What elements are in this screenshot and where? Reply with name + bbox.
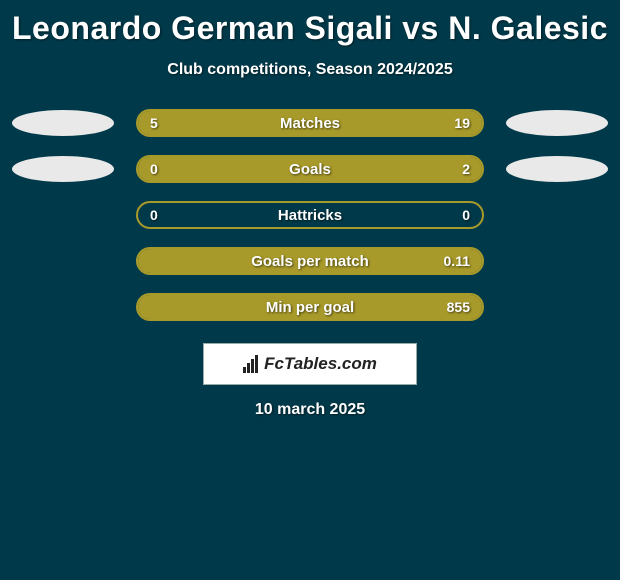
stat-left-value: 5 — [150, 115, 158, 131]
right-marker-ellipse — [506, 156, 608, 182]
stat-label: Hattricks — [278, 207, 342, 224]
stat-right-value: 855 — [447, 299, 470, 315]
left-marker-ellipse — [12, 110, 114, 136]
subtitle: Club competitions, Season 2024/2025 — [0, 61, 620, 79]
stat-row: 855 Min per goal — [0, 293, 620, 321]
stat-right-value: 0.11 — [444, 253, 470, 269]
stat-bar: 0 2 Goals — [136, 155, 484, 183]
stat-label: Matches — [280, 115, 340, 132]
bar-left-fill — [138, 111, 210, 135]
stat-bar: 5 19 Matches — [136, 109, 484, 137]
comparison-rows: 5 19 Matches 0 2 Goals 0 0 Hattricks 0.11 Goals pe… — [0, 109, 620, 321]
bar-chart-icon — [243, 355, 258, 373]
logo-text: FcTables.com — [264, 354, 377, 374]
stat-bar: 0 0 Hattricks — [136, 201, 484, 229]
page-title: Leonardo German Sigali vs N. Galesic — [0, 0, 620, 47]
stat-left-value: 0 — [150, 207, 158, 223]
site-logo: FcTables.com — [203, 343, 417, 385]
stat-right-value: 0 — [462, 207, 470, 223]
stat-row: 0 0 Hattricks — [0, 201, 620, 229]
stat-row: 5 19 Matches — [0, 109, 620, 137]
stat-left-value: 0 — [150, 161, 158, 177]
right-marker-ellipse — [506, 110, 608, 136]
stat-bar: 855 Min per goal — [136, 293, 484, 321]
stat-row: 0.11 Goals per match — [0, 247, 620, 275]
left-marker-ellipse — [12, 156, 114, 182]
stat-label: Goals — [289, 161, 331, 178]
stat-label: Goals per match — [251, 253, 369, 270]
stat-bar: 0.11 Goals per match — [136, 247, 484, 275]
stat-right-value: 2 — [462, 161, 470, 177]
stat-row: 0 2 Goals — [0, 155, 620, 183]
stat-label: Min per goal — [266, 299, 354, 316]
bar-right-fill — [210, 111, 482, 135]
stat-right-value: 19 — [454, 115, 470, 131]
snapshot-date: 10 march 2025 — [0, 401, 620, 419]
